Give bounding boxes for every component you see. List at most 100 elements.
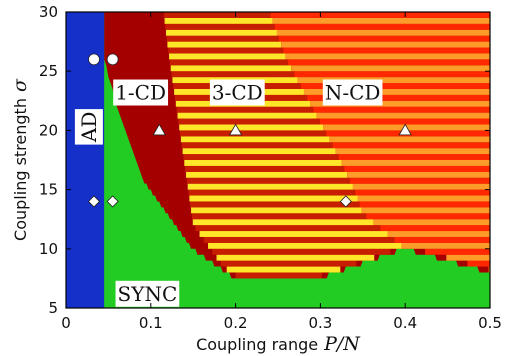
circle-marker	[106, 53, 119, 66]
ncd-stripe	[291, 65, 490, 72]
cd3-stripe	[177, 112, 317, 119]
ncd-stripe	[310, 100, 490, 107]
plot-area	[66, 12, 490, 308]
cd3-stripe	[208, 242, 402, 249]
ncd-stripe	[467, 260, 490, 267]
ncd-stripe	[359, 201, 490, 208]
ncd-stripe	[300, 83, 490, 89]
region-label-text: N-CD	[325, 81, 381, 105]
ncd-stripe	[283, 47, 490, 54]
circle-marker	[88, 53, 100, 66]
region-label-box	[209, 79, 265, 106]
cd3-stripe	[212, 248, 391, 255]
cd3-stripe	[165, 23, 275, 30]
ncd-stripe	[350, 177, 490, 184]
cd3-stripe	[226, 266, 341, 273]
region-label-text: 3-CD	[212, 81, 263, 105]
cd3-stripe	[180, 130, 327, 137]
y-axis-label: Coupling strengthσ	[9, 78, 31, 241]
ncd-stripe	[272, 17, 490, 24]
ncd-stripe	[394, 236, 490, 243]
ncd-stripe	[303, 88, 490, 95]
cd3-stripe	[163, 12, 271, 18]
axis-ticks: 0 0.1 0.2 0.3 0.4 0.5 5 10 15 20 25 30	[39, 3, 502, 332]
cd3-stripe	[171, 71, 295, 78]
ncd-stripe	[488, 266, 490, 273]
ncd-stripe	[307, 94, 490, 101]
x-tick-label: 0.4	[393, 314, 417, 332]
cd3-stripe	[216, 254, 375, 261]
cd3-stripe	[192, 219, 374, 226]
cd3-stripe	[169, 53, 286, 60]
region-label-text: AD	[77, 112, 101, 143]
region-label: 3-CD	[209, 79, 265, 106]
cd3-stripe	[190, 201, 360, 208]
y-tick-label: 25	[39, 62, 58, 80]
x-tick-label: 0.1	[139, 314, 163, 332]
x-tick-label: 0.3	[308, 314, 332, 332]
cd3-stripe	[181, 142, 333, 149]
ncd-stripe	[319, 118, 490, 125]
ncd-stripe	[425, 248, 490, 255]
cd3-stripe	[165, 29, 277, 36]
region-label-box	[113, 79, 169, 106]
cd3-stripe	[164, 17, 273, 24]
ncd-stripe	[313, 106, 490, 113]
ncd-stripe	[361, 207, 490, 214]
cd3-stripe	[179, 124, 324, 131]
diamond-marker	[87, 195, 101, 208]
cd3-stripe	[166, 35, 280, 42]
ncd-stripe	[285, 53, 490, 60]
ncd-stripe	[297, 77, 490, 84]
ncd-stripe	[270, 12, 490, 18]
ncd-stripe	[335, 148, 490, 155]
cd3-stripe	[191, 213, 367, 220]
x-axis-label: Coupling range P/N	[196, 333, 361, 355]
ncd-stripe	[401, 242, 490, 249]
region-label-text: 1-CD	[115, 81, 166, 105]
cd3-stripe	[170, 65, 292, 72]
cd3-stripe	[180, 136, 330, 143]
cd3-stripe	[178, 118, 320, 125]
cd3-stripe	[186, 177, 351, 184]
ncd-stripe	[355, 189, 490, 196]
triangle-marker	[228, 123, 243, 136]
cd3-stripe	[203, 236, 395, 243]
cd3-stripe	[199, 231, 388, 237]
region-label: AD	[74, 109, 103, 145]
ncd-stripe	[276, 29, 490, 36]
ncd-stripe	[344, 165, 490, 172]
cd3-stripe	[188, 189, 356, 196]
region-label: SYNC	[115, 280, 180, 307]
ncd-stripe	[380, 225, 490, 232]
cd3-stripe	[191, 207, 362, 214]
cd3-stripe	[169, 59, 289, 66]
ncd-stripe	[352, 183, 490, 190]
ncd-stripe	[329, 136, 490, 143]
cd3-stripe	[182, 148, 336, 155]
ncd-stripe	[387, 231, 490, 237]
region-label-box	[74, 109, 103, 145]
ncd-stripe	[366, 213, 490, 220]
ncd-stripe	[281, 41, 490, 48]
region-label: 1-CD	[113, 79, 169, 106]
cd3-stripe	[185, 165, 345, 172]
ncd-stripe	[288, 59, 490, 66]
ncd-stripe	[357, 195, 490, 202]
cd3-stripe	[167, 41, 282, 48]
ncd-stripe	[316, 112, 490, 119]
region-label-box	[322, 79, 383, 106]
cd3-stripe	[176, 106, 314, 113]
y-tick-label: 5	[48, 299, 58, 317]
x-tick-label: 0.2	[224, 314, 248, 332]
ncd-stripe	[347, 171, 490, 178]
region-labels: AD 1-CD 3-CD N-CD SYNC	[74, 79, 383, 307]
region-label-box	[115, 280, 180, 307]
cd3-stripe	[187, 183, 353, 190]
ncd-stripe	[332, 142, 490, 149]
cd3-stripe	[184, 160, 342, 166]
region-label: N-CD	[322, 79, 383, 106]
ncd-stripe	[446, 254, 490, 261]
diamond-marker	[339, 195, 352, 208]
x-tick-label: 0	[61, 314, 71, 332]
